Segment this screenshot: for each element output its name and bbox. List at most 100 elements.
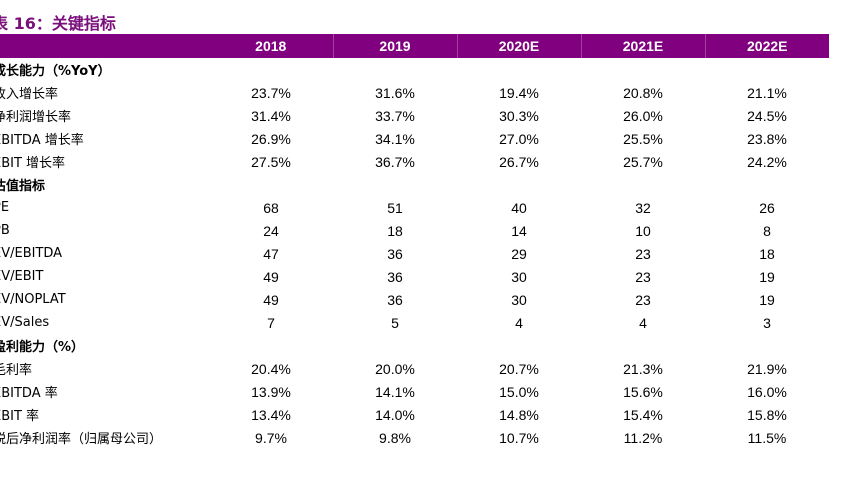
table-row: 税后净利润率（归属母公司） 9.7% 9.8% 10.7% 11.2% 11.5% bbox=[0, 426, 829, 449]
value-cell: 29 bbox=[511, 245, 527, 262]
value-cell: 21.1% bbox=[747, 84, 787, 101]
value-cell: 32 bbox=[635, 199, 651, 216]
value-cell bbox=[333, 173, 457, 196]
value-cell: 25.7% bbox=[623, 153, 663, 170]
header-row: 2018 2019 2020E 2021E 2022E bbox=[0, 34, 829, 58]
value-cell: 51 bbox=[387, 199, 403, 216]
table-row: EBITDA 增长率 26.9% 34.1% 27.0% 25.5% 23.8% bbox=[0, 127, 829, 150]
value-cell: 33.7% bbox=[375, 107, 415, 124]
table-row: EV/EBITDA 47 36 29 23 18 bbox=[0, 242, 829, 265]
value-cell: 26 bbox=[759, 199, 775, 216]
header-cell-2019: 2019 bbox=[333, 34, 458, 58]
value-cell: 26.0% bbox=[623, 107, 663, 124]
row-label: EBITDA 增长率 bbox=[0, 133, 84, 148]
row-label: 毛利率 bbox=[0, 363, 33, 378]
value-cell: 23 bbox=[635, 268, 651, 285]
table-row: EBIT 率 13.4% 14.0% 14.8% 15.4% 15.8% bbox=[0, 403, 829, 426]
value-cell: 15.6% bbox=[623, 383, 663, 400]
value-cell: 14 bbox=[511, 222, 527, 239]
value-cell: 30.3% bbox=[499, 107, 539, 124]
value-cell bbox=[705, 334, 829, 357]
value-cell: 3 bbox=[763, 314, 771, 331]
value-cell bbox=[333, 334, 457, 357]
value-cell: 10.7% bbox=[499, 429, 539, 446]
value-cell: 13.9% bbox=[251, 383, 291, 400]
row-label: EBIT 增长率 bbox=[0, 156, 66, 171]
table-row: EV/NOPLAT 49 36 30 23 19 bbox=[0, 288, 829, 311]
value-cell: 36 bbox=[387, 245, 403, 262]
row-label: PB bbox=[0, 223, 10, 238]
row-label: EV/EBIT bbox=[0, 269, 44, 284]
table-row: PE 68 51 40 32 26 bbox=[0, 196, 829, 219]
section-label: 估值指标 bbox=[0, 179, 46, 194]
value-cell: 20.8% bbox=[623, 84, 663, 101]
value-cell: 24.5% bbox=[747, 107, 787, 124]
value-cell: 16.0% bbox=[747, 383, 787, 400]
header-cell-2022e: 2022E bbox=[705, 34, 829, 58]
value-cell: 18 bbox=[387, 222, 403, 239]
value-cell: 36 bbox=[387, 268, 403, 285]
value-cell: 20.0% bbox=[375, 360, 415, 377]
value-cell: 9.7% bbox=[255, 429, 287, 446]
value-cell: 23 bbox=[635, 245, 651, 262]
row-label: EBITDA 率 bbox=[0, 386, 58, 401]
value-cell: 13.4% bbox=[251, 406, 291, 423]
value-cell: 47 bbox=[263, 245, 279, 262]
section-label: 盈利能力（%） bbox=[0, 340, 85, 355]
value-cell bbox=[457, 173, 581, 196]
row-label: 收入增长率 bbox=[0, 87, 59, 102]
value-cell: 49 bbox=[263, 268, 279, 285]
value-cell bbox=[705, 58, 829, 81]
row-label: PE bbox=[0, 200, 10, 215]
value-cell: 27.0% bbox=[499, 130, 539, 147]
value-cell: 10 bbox=[635, 222, 651, 239]
table-row: EV/Sales 7 5 4 4 3 bbox=[0, 311, 829, 334]
value-cell: 19 bbox=[759, 268, 775, 285]
value-cell bbox=[209, 58, 333, 81]
value-cell: 30 bbox=[511, 268, 527, 285]
value-cell: 40 bbox=[511, 199, 527, 216]
value-cell: 19 bbox=[759, 291, 775, 308]
table-title: 表 16：关键指标 bbox=[0, 14, 116, 33]
row-label: EV/EBITDA bbox=[0, 246, 63, 261]
value-cell bbox=[333, 58, 457, 81]
header-cell-2020e: 2020E bbox=[457, 34, 582, 58]
value-cell bbox=[457, 334, 581, 357]
value-cell: 27.5% bbox=[251, 153, 291, 170]
section-row: 成长能力（%YoY） bbox=[0, 58, 829, 81]
value-cell: 25.5% bbox=[623, 130, 663, 147]
value-cell: 4 bbox=[515, 314, 523, 331]
value-cell: 19.4% bbox=[499, 84, 539, 101]
section-label: 成长能力（%YoY） bbox=[0, 64, 111, 79]
header-cell-2018: 2018 bbox=[209, 34, 334, 58]
value-cell: 5 bbox=[391, 314, 399, 331]
header-cell-label bbox=[0, 34, 209, 58]
value-cell: 24 bbox=[263, 222, 279, 239]
value-cell: 23 bbox=[635, 291, 651, 308]
value-cell: 7 bbox=[267, 314, 275, 331]
value-cell: 20.7% bbox=[499, 360, 539, 377]
value-cell: 49 bbox=[263, 291, 279, 308]
table-row: EBIT 增长率 27.5% 36.7% 26.7% 25.7% 24.2% bbox=[0, 150, 829, 173]
value-cell: 15.0% bbox=[499, 383, 539, 400]
value-cell bbox=[581, 334, 705, 357]
row-label: EBIT 率 bbox=[0, 409, 40, 424]
value-cell: 20.4% bbox=[251, 360, 291, 377]
value-cell bbox=[581, 58, 705, 81]
value-cell: 23.8% bbox=[747, 130, 787, 147]
header-cell-2021e: 2021E bbox=[581, 34, 706, 58]
value-cell: 14.0% bbox=[375, 406, 415, 423]
row-label: 净利润增长率 bbox=[0, 110, 72, 125]
value-cell: 30 bbox=[511, 291, 527, 308]
table-row: 净利润增长率 31.4% 33.7% 30.3% 26.0% 24.5% bbox=[0, 104, 829, 127]
section-row: 盈利能力（%） bbox=[0, 334, 829, 357]
value-cell: 24.2% bbox=[747, 153, 787, 170]
value-cell: 15.8% bbox=[747, 406, 787, 423]
key-indicators-table: 2018 2019 2020E 2021E 2022E 成长能力（%YoY） 收入… bbox=[0, 34, 829, 449]
table-row: 毛利率 20.4% 20.0% 20.7% 21.3% 21.9% bbox=[0, 357, 829, 380]
value-cell: 14.8% bbox=[499, 406, 539, 423]
value-cell: 11.2% bbox=[623, 429, 663, 446]
value-cell: 15.4% bbox=[623, 406, 663, 423]
value-cell: 18 bbox=[759, 245, 775, 262]
value-cell bbox=[581, 173, 705, 196]
